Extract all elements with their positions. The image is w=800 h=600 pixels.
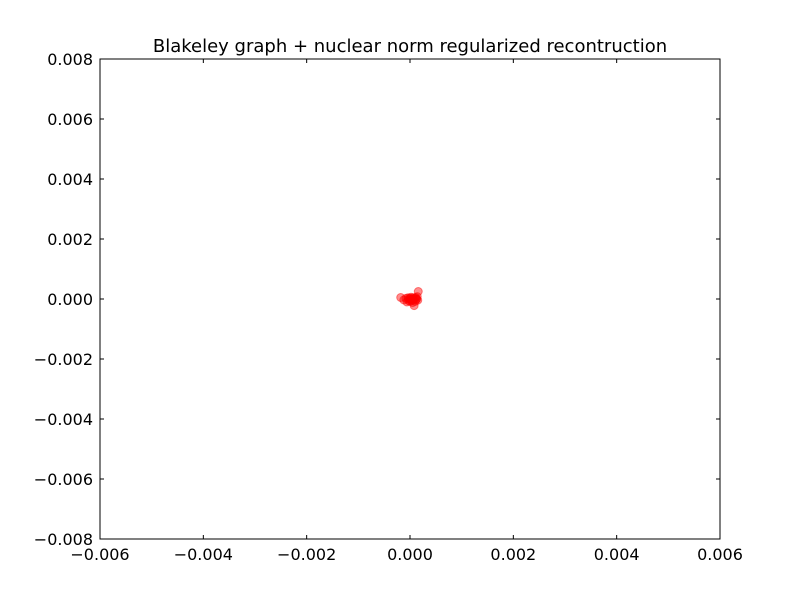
axis-tick-labels: −0.006 −0.004 −0.002 0.000 0.002 0.004 0.006 0.… [34, 50, 743, 564]
data-point [405, 293, 415, 303]
data-point [408, 293, 418, 303]
y-tick-label: 0.008 [47, 50, 93, 69]
y-tick-label: 0.002 [47, 230, 93, 249]
y-tick-label: 0.000 [47, 290, 93, 309]
x-tick-label: −0.004 [174, 545, 233, 564]
data-point [403, 296, 413, 305]
data-point [402, 297, 412, 307]
data-point [403, 293, 413, 303]
data-point [413, 287, 423, 296]
data-point [399, 295, 409, 305]
data-point [410, 293, 420, 303]
data-point [407, 294, 417, 304]
plot-area [100, 59, 720, 539]
data-points [396, 287, 423, 311]
data-point [406, 295, 416, 305]
data-point [411, 294, 421, 304]
data-point [410, 296, 420, 306]
data-point [409, 295, 419, 305]
data-point [404, 294, 414, 304]
data-point [407, 296, 417, 306]
x-tick-label: 0.006 [697, 545, 743, 564]
y-tick-label: 0.004 [47, 170, 93, 189]
x-tick-label: 0.000 [387, 545, 433, 564]
data-point [412, 292, 422, 302]
data-point [411, 293, 421, 302]
y-tick-label: −0.008 [34, 530, 93, 549]
data-point [409, 301, 419, 311]
plot-frame [99, 58, 721, 540]
x-tick-label: 0.004 [594, 545, 640, 564]
data-point [408, 298, 418, 308]
x-tick-label: 0.002 [490, 545, 536, 564]
data-point [412, 294, 422, 304]
data-point [405, 296, 415, 306]
y-tick-label: −0.002 [34, 350, 93, 369]
y-tick-label: −0.004 [34, 410, 93, 429]
data-point [406, 292, 416, 302]
y-tick-label: 0.006 [47, 110, 93, 129]
x-tick-label: −0.002 [277, 545, 336, 564]
data-point [413, 295, 423, 305]
data-point [401, 293, 411, 303]
x-tick-label: −0.006 [70, 545, 129, 564]
data-point [396, 293, 406, 302]
y-tick-label: −0.006 [34, 470, 93, 489]
chart-title: Blakeley graph + nuclear norm regularize… [153, 36, 667, 57]
